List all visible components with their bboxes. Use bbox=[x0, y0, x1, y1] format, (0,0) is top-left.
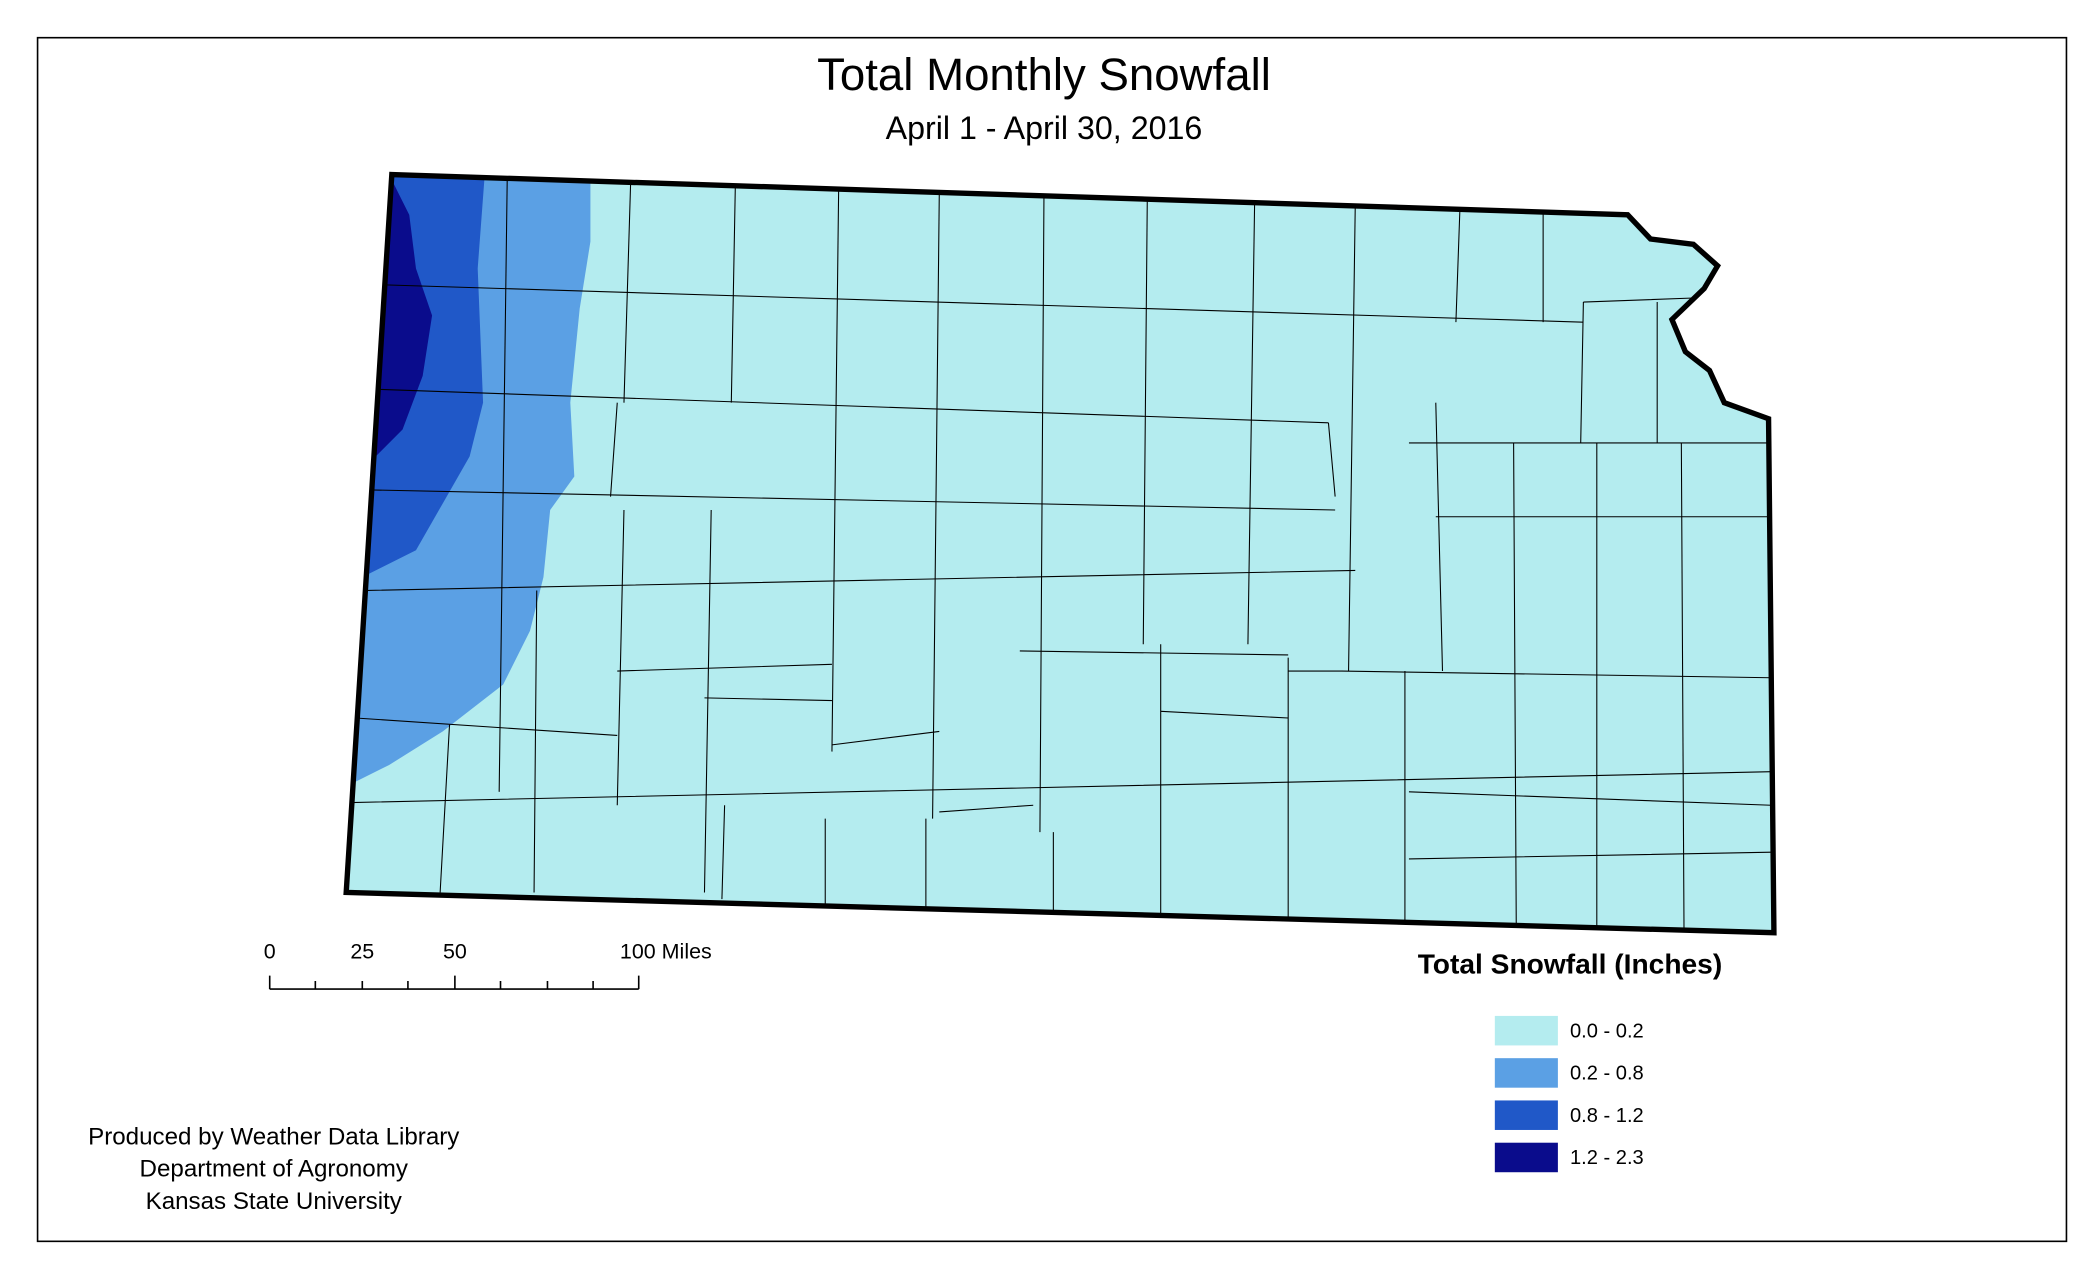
scale-bar: 0 25 50 100 Miles bbox=[264, 940, 712, 990]
state-map bbox=[346, 174, 1774, 933]
title: Total Monthly Snowfall bbox=[817, 49, 1271, 100]
legend-swatch bbox=[1494, 1142, 1558, 1173]
credit: Department of Agronomy bbox=[140, 1156, 409, 1183]
credit: Produced by Weather Data Library bbox=[88, 1123, 460, 1150]
scale-label: 0 bbox=[264, 940, 276, 964]
legend-label: 0.2 - 0.8 bbox=[1570, 1063, 1644, 1085]
scale-line bbox=[268, 975, 640, 990]
legend-label: 1.2 - 2.3 bbox=[1570, 1147, 1644, 1169]
legend-label: 0.0 - 0.2 bbox=[1570, 1020, 1644, 1042]
scale-label: 25 bbox=[350, 940, 374, 964]
legend-swatch bbox=[1494, 1015, 1558, 1046]
legend-swatch bbox=[1494, 1058, 1558, 1088]
scale-label: 100 Miles bbox=[620, 940, 712, 964]
legend-title: Total Snowfall (Inches) bbox=[1418, 948, 1723, 980]
credit: Kansas State University bbox=[146, 1188, 403, 1215]
snow-zone bbox=[346, 174, 1774, 933]
scale-label: 50 bbox=[443, 940, 467, 964]
subtitle: April 1 - April 30, 2016 bbox=[886, 110, 1203, 146]
state-outline bbox=[343, 171, 1777, 936]
legend-label: 0.8 - 1.2 bbox=[1570, 1105, 1644, 1127]
county-lines bbox=[351, 178, 1772, 933]
legend-swatch bbox=[1494, 1100, 1558, 1130]
legend: 0.0 - 0.2 0.2 - 0.8 0.8 - 1.2 1.2 - 2.3 bbox=[1494, 1015, 1644, 1173]
